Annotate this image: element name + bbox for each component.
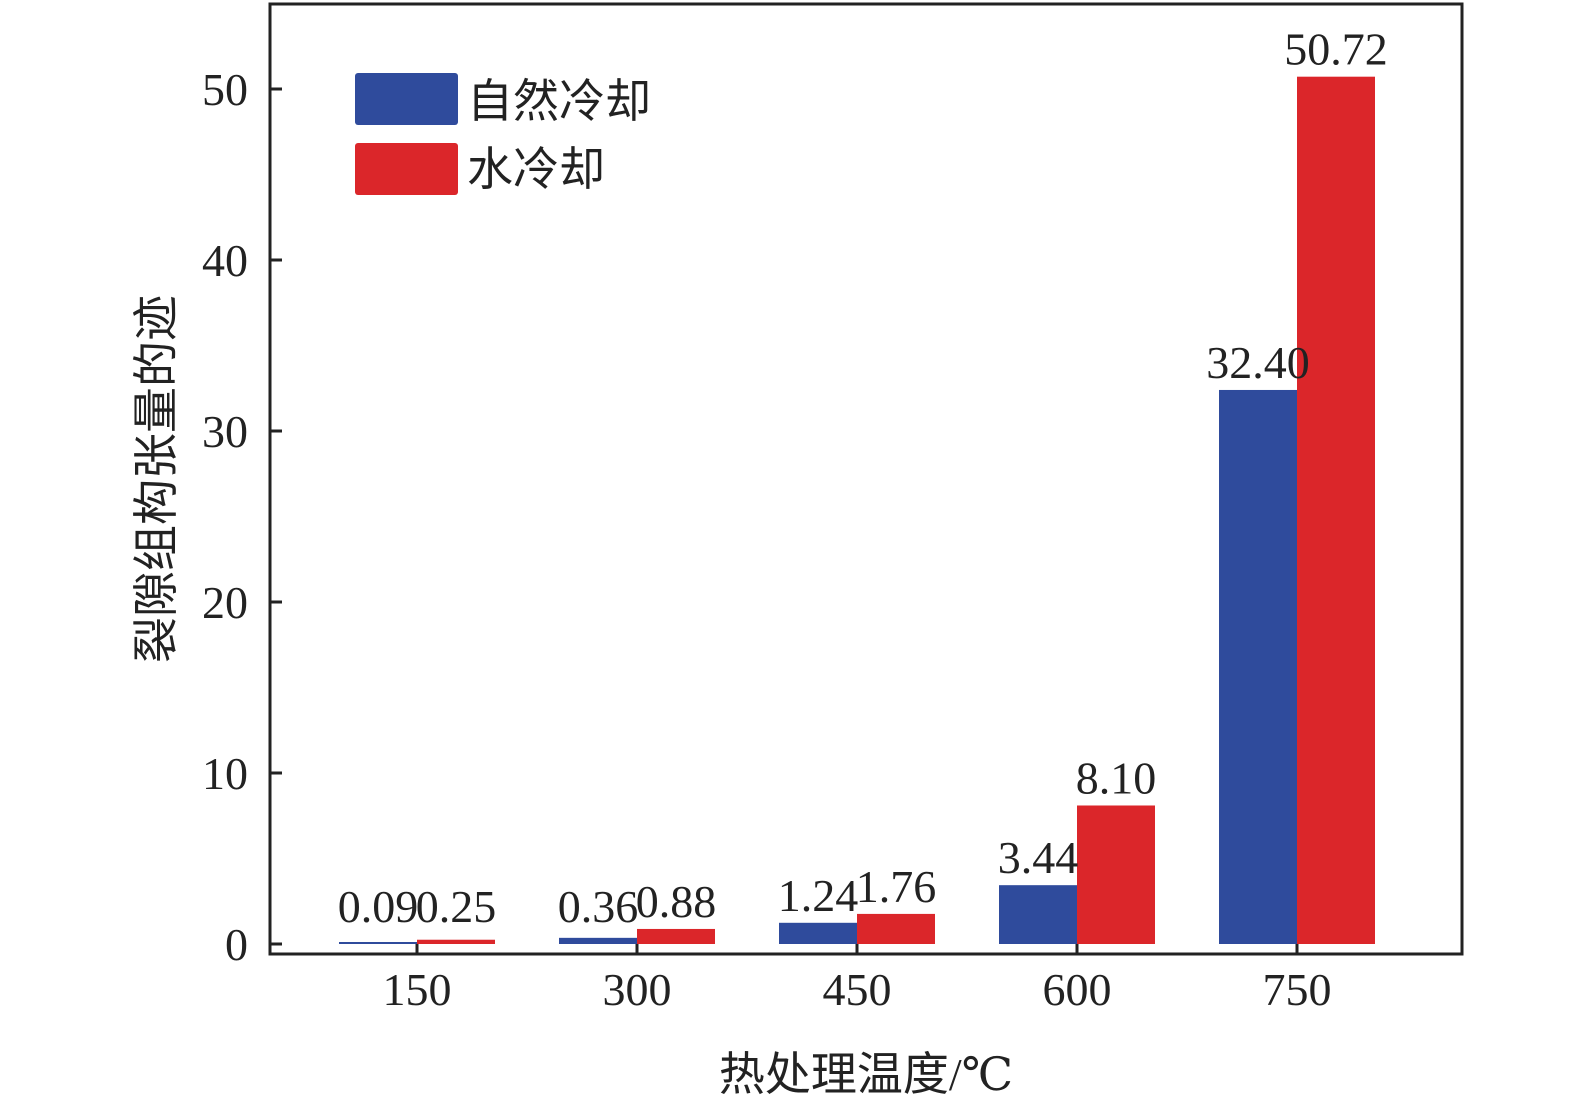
legend-label-water: 水冷却 [467,144,605,195]
bar [779,922,857,944]
x-axis: 150 300 450 600 750 [383,942,1332,1015]
bar [999,885,1077,944]
y-tick-label: 50 [202,64,248,115]
data-label: 0.88 [636,876,717,927]
bar [857,913,935,944]
bar [559,937,637,944]
data-label: 0.36 [558,881,639,932]
data-label: 50.72 [1284,24,1388,75]
x-tick-label: 600 [1043,964,1112,1015]
legend: 自然冷却 水冷却 [355,73,651,195]
bar [1297,76,1375,945]
y-axis: 0 10 20 30 40 50 [202,64,282,970]
legend-swatch-natural [355,73,458,125]
bar [417,939,495,944]
legend-label-natural: 自然冷却 [467,76,651,127]
bars [339,76,1375,945]
data-label: 3.44 [998,832,1079,883]
bar [339,942,417,944]
data-label: 1.24 [778,870,859,921]
data-label: 0.09 [338,881,419,932]
data-label: 8.10 [1076,752,1157,803]
x-axis-title: 热处理温度/℃ [719,1049,1013,1097]
bar [637,928,715,944]
plot-frame [268,2,1464,956]
y-tick-label: 40 [202,235,248,286]
data-labels: 0.090.25 0.360.88 1.241.76 3.44 8.10 32.40 50.… [338,24,1388,932]
y-tick-label: 30 [202,406,248,457]
y-tick-label: 20 [202,577,248,628]
x-tick-label: 150 [383,964,452,1015]
bar [1077,805,1155,944]
y-tick-label: 10 [202,748,248,799]
y-tick-label: 0 [225,919,248,970]
x-tick-label: 300 [603,964,672,1015]
x-tick-label: 450 [823,964,892,1015]
legend-swatch-water [355,143,458,195]
data-label: 0.25 [416,881,497,932]
y-axis-title: 裂隙组构张量的迹 [131,295,182,663]
bar [1219,389,1297,945]
data-label: 1.76 [856,861,937,912]
data-label: 32.40 [1206,337,1310,388]
x-tick-label: 750 [1263,964,1332,1015]
